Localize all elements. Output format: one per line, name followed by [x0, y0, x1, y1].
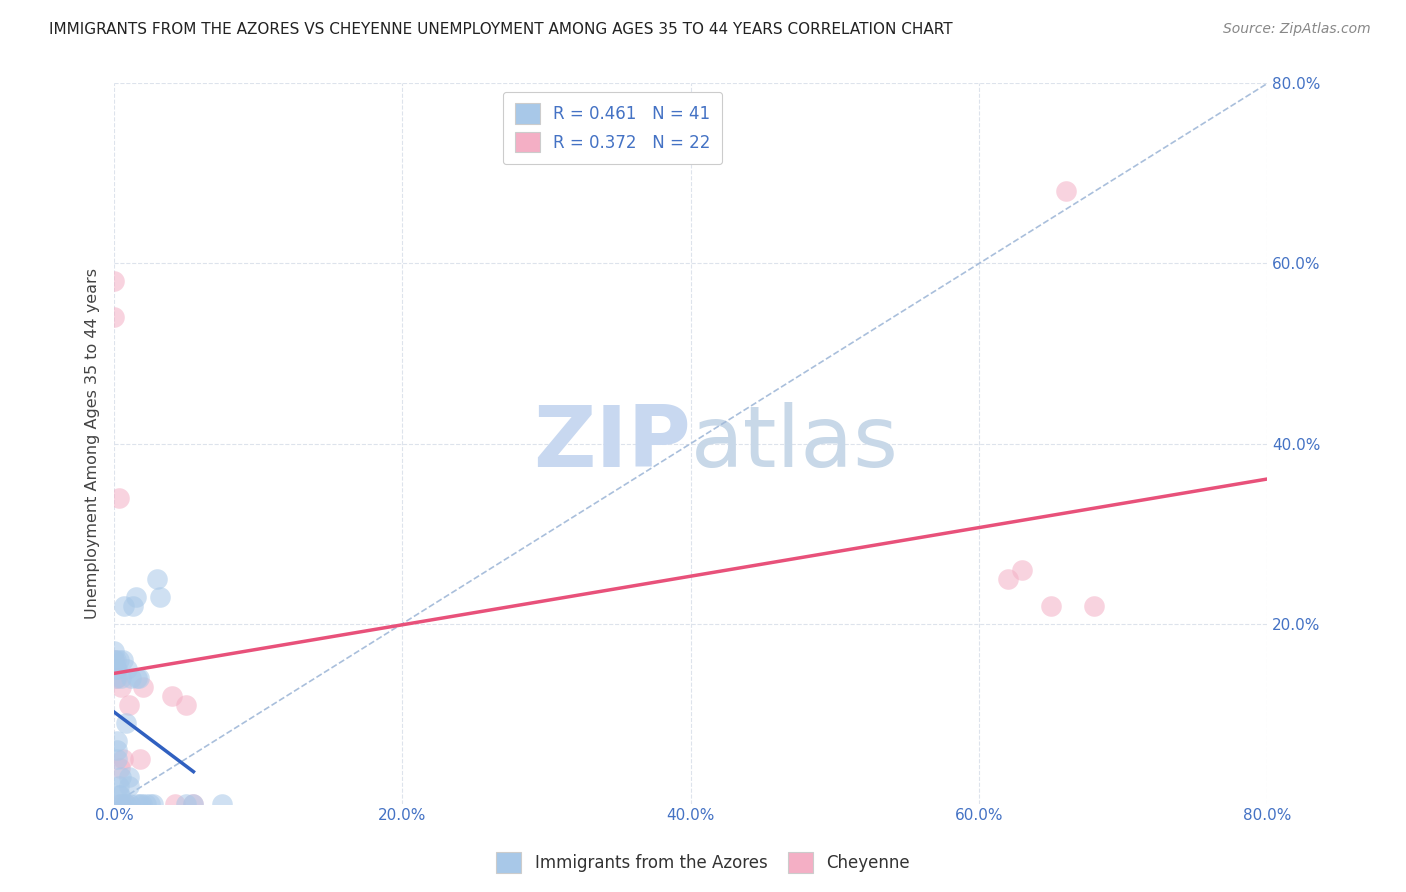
- Point: [163, 797, 186, 811]
- Point: [114, 797, 136, 811]
- Point: [111, 652, 134, 666]
- Point: [105, 751, 128, 765]
- Point: [117, 779, 139, 793]
- Point: [103, 275, 125, 289]
- Point: [139, 797, 162, 811]
- Point: [1054, 185, 1077, 199]
- Point: [105, 742, 128, 756]
- Point: [110, 770, 132, 784]
- Point: [103, 652, 125, 666]
- Point: [117, 698, 139, 712]
- Point: [117, 770, 139, 784]
- Point: [174, 797, 197, 811]
- Legend: R = 0.461   N = 41, R = 0.372   N = 22: R = 0.461 N = 41, R = 0.372 N = 22: [503, 92, 723, 164]
- Point: [129, 797, 152, 811]
- Point: [135, 797, 157, 811]
- Point: [146, 572, 169, 586]
- Point: [107, 788, 129, 802]
- Point: [107, 779, 129, 793]
- Point: [110, 680, 132, 694]
- Point: [103, 310, 125, 325]
- Point: [183, 797, 205, 811]
- Point: [105, 733, 128, 747]
- Y-axis label: Unemployment Among Ages 35 to 44 years: Unemployment Among Ages 35 to 44 years: [86, 268, 100, 619]
- Point: [104, 671, 127, 685]
- Point: [107, 652, 129, 666]
- Point: [122, 599, 145, 613]
- Point: [115, 662, 138, 676]
- Text: ZIP: ZIP: [533, 402, 690, 485]
- Point: [108, 761, 131, 775]
- Point: [104, 652, 127, 666]
- Point: [1040, 599, 1063, 613]
- Point: [174, 698, 197, 712]
- Point: [997, 572, 1019, 586]
- Point: [114, 797, 136, 811]
- Point: [107, 491, 129, 505]
- Point: [127, 671, 149, 685]
- Point: [211, 797, 233, 811]
- Point: [110, 797, 132, 811]
- Point: [105, 662, 128, 676]
- Point: [111, 797, 134, 811]
- Point: [131, 797, 153, 811]
- Point: [132, 680, 155, 694]
- Point: [129, 751, 152, 765]
- Point: [103, 652, 125, 666]
- Point: [108, 797, 131, 811]
- Point: [110, 671, 132, 685]
- Point: [105, 671, 128, 685]
- Point: [1083, 599, 1105, 613]
- Point: [149, 590, 172, 604]
- Text: Source: ZipAtlas.com: Source: ZipAtlas.com: [1223, 22, 1371, 37]
- Point: [108, 788, 131, 802]
- Point: [121, 671, 143, 685]
- Point: [111, 751, 134, 765]
- Point: [160, 689, 183, 703]
- Point: [183, 797, 205, 811]
- Point: [1011, 563, 1033, 577]
- Text: atlas: atlas: [690, 402, 898, 485]
- Point: [128, 671, 150, 685]
- Point: [125, 590, 148, 604]
- Point: [103, 643, 125, 657]
- Point: [114, 715, 136, 730]
- Text: IMMIGRANTS FROM THE AZORES VS CHEYENNE UNEMPLOYMENT AMONG AGES 35 TO 44 YEARS CO: IMMIGRANTS FROM THE AZORES VS CHEYENNE U…: [49, 22, 953, 37]
- Point: [112, 599, 135, 613]
- Point: [104, 662, 127, 676]
- Point: [142, 797, 165, 811]
- Legend: Immigrants from the Azores, Cheyenne: Immigrants from the Azores, Cheyenne: [489, 846, 917, 880]
- Point: [127, 797, 149, 811]
- Point: [118, 797, 141, 811]
